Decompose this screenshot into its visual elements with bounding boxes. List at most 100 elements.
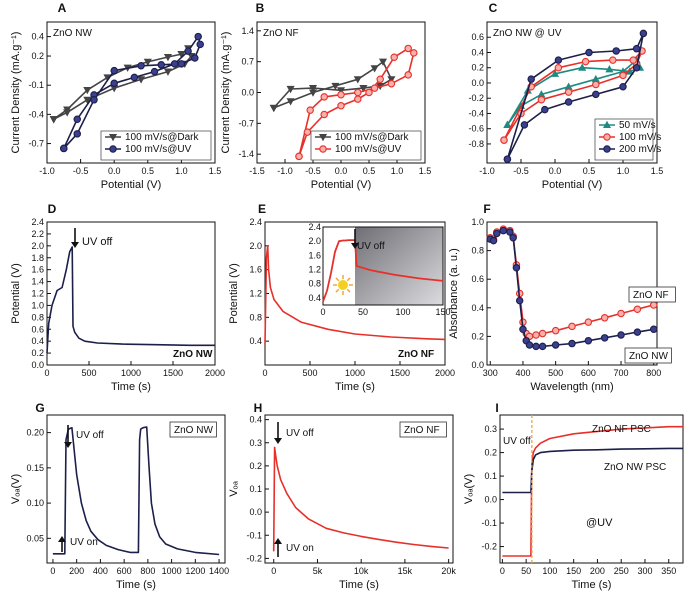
- panel-letter: I: [495, 401, 498, 415]
- sun-disc: [338, 280, 348, 290]
- legend-label: 100 mV/s@UV: [125, 144, 192, 155]
- panel-A: -1.0 -0.5 0.0 0.5 1.0 1.5 -0.7 -0.4 -0.1 0.2 0.4 Po…: [10, 1, 221, 191]
- data-point: [163, 68, 173, 76]
- legend-swatch-marker: [109, 145, 117, 153]
- y-tick-label: -0.2: [481, 542, 497, 552]
- data-point: [63, 109, 72, 117]
- y-tick-label: 0.0: [484, 495, 497, 505]
- data-point: [177, 51, 186, 59]
- x-tick-label: 1000: [162, 566, 182, 576]
- x-tick-label: 800: [140, 566, 155, 576]
- x-tick-label: 500: [548, 368, 563, 378]
- x-tick-label: 1.5: [651, 166, 664, 176]
- data-point: [308, 85, 318, 93]
- plot-frame: [46, 21, 216, 164]
- x-tick-label: 0: [44, 368, 49, 378]
- data-point: [410, 49, 418, 57]
- data-point: [354, 88, 362, 97]
- data-point: [359, 85, 368, 93]
- y-tick-label: 0.10: [26, 498, 44, 508]
- y-tick-label: 1.4: [31, 277, 44, 287]
- x-tick-label: 700: [614, 368, 629, 378]
- data-point: [365, 88, 373, 97]
- data-point: [538, 342, 547, 351]
- sample-label: ZnO NW: [174, 425, 213, 436]
- data-point: [520, 121, 529, 129]
- data-point: [503, 155, 512, 163]
- panel-letter: D: [48, 202, 57, 216]
- x-tick-label: 200: [69, 566, 84, 576]
- inset-x-tick-label: 150: [435, 307, 450, 317]
- y-tick-label: 0.2: [471, 63, 484, 73]
- sun-ray: [346, 288, 351, 293]
- data-point: [331, 82, 340, 91]
- data-point: [320, 93, 328, 101]
- legend-label: 50 mV/s: [619, 120, 656, 131]
- y-tick-label: 0.2: [249, 461, 262, 471]
- data-point: [639, 29, 648, 38]
- inset-uv-off-label: UV off: [357, 241, 385, 252]
- y-tick-label: 1.2: [249, 289, 262, 299]
- inset-plot: 0 50 100 150 0.4 0.8 1.2 1.6 2.0 2.4 UV off: [308, 222, 450, 317]
- series-line-zno-nw: [46, 246, 215, 354]
- x-tick-label: 15k: [398, 566, 413, 576]
- y-tick-label: 0.0: [471, 360, 484, 370]
- y-tick-label: -0.4: [28, 109, 44, 119]
- legend-box: [100, 130, 212, 161]
- x-tick-label: 0: [262, 368, 267, 378]
- x-tick-label: 150: [566, 566, 581, 576]
- data-point: [196, 40, 204, 49]
- x-tick-label: 0.0: [549, 166, 562, 176]
- uv-on-arrow-head: [274, 538, 282, 544]
- data-point: [564, 98, 573, 106]
- series-line-100-mv-s-dark: [53, 47, 193, 120]
- data-point: [170, 60, 179, 68]
- y-tick-label: 2.0: [31, 241, 44, 251]
- data-point: [110, 79, 118, 88]
- data-point: [551, 341, 560, 349]
- y-tick-label: 0.4: [31, 336, 44, 346]
- inset-y-tick-label: 1.2: [308, 265, 321, 275]
- y-tick-label: 0.8: [31, 312, 44, 322]
- y-axis-label: Vₒₐ(V): [10, 474, 22, 504]
- data-point: [489, 236, 498, 245]
- data-point: [336, 87, 346, 95]
- data-point: [503, 120, 512, 128]
- y-axis-label: Current Density (mA.g⁻¹): [220, 32, 232, 154]
- data-point: [73, 115, 81, 123]
- data-point: [633, 328, 642, 336]
- x-tick-label: 1.5: [419, 166, 432, 176]
- data-point: [137, 62, 145, 70]
- panel-letter: C: [489, 1, 498, 15]
- sample-label: ZnO NW: [173, 349, 213, 360]
- x-tick-label: 1200: [185, 566, 205, 576]
- data-point: [537, 95, 546, 104]
- x-tick-label: 1000: [345, 368, 365, 378]
- inset-x-tick-label: 100: [395, 307, 410, 317]
- data-point: [532, 331, 540, 339]
- x-tick-label: 20k: [441, 566, 456, 576]
- data-point: [177, 60, 186, 68]
- y-tick-label: 0.4: [471, 47, 484, 57]
- y-axis-label: Potential (V): [228, 263, 240, 324]
- y-tick-label: 1.0: [31, 300, 44, 310]
- x-tick-label: 0: [50, 566, 55, 576]
- y-tick-label: 0.3: [249, 438, 262, 448]
- y-tick-label: 0.8: [471, 246, 484, 256]
- panel-B: -1.5 -1.0 -0.5 0.0 0.5 1.0 1.5 -1.4 -0.7 0.0 0.7 1.…: [220, 1, 431, 191]
- y-tick-label: 0.6: [471, 32, 484, 42]
- x-tick-label: 800: [646, 368, 661, 378]
- series-label-zno-nw-psc: ZnO NW PSC: [604, 462, 666, 473]
- data-point: [617, 331, 625, 339]
- y-tick-label: 0.2: [31, 51, 44, 61]
- x-axis-label: Time (s): [335, 381, 375, 393]
- sample-label-box: [399, 421, 447, 438]
- x-tick-label: 1400: [209, 566, 229, 576]
- x-tick-label: 1.0: [391, 166, 404, 176]
- y-tick-label: 0.0: [471, 78, 484, 88]
- x-axis-label: Potential (V): [542, 179, 603, 191]
- sun-ray: [335, 277, 340, 282]
- data-point: [612, 47, 620, 55]
- uv-off-label: UV off: [76, 430, 104, 441]
